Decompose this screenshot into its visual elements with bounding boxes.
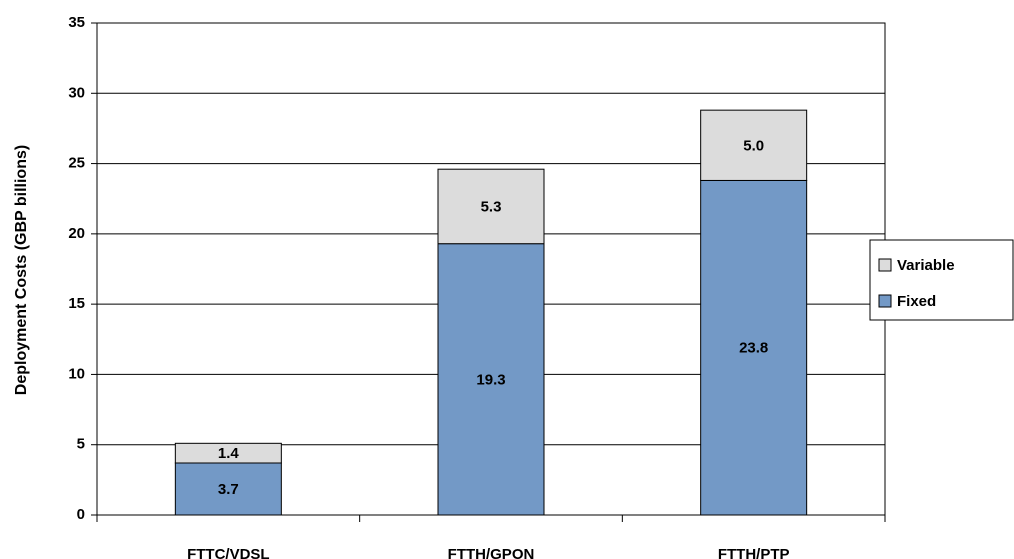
data-label: 5.3 — [481, 198, 502, 215]
legend-swatch — [878, 258, 892, 272]
x-tick-label: FTTC/VDSL — [187, 546, 270, 559]
bar-segment — [700, 179, 808, 516]
data-label: 1.4 — [218, 445, 240, 462]
legend-label: Variable — [897, 257, 955, 274]
y-tick-label: 20 — [68, 225, 85, 242]
legend-box — [869, 239, 1014, 321]
data-label: 3.7 — [218, 481, 239, 498]
y-axis-label: Deployment Costs (GBP billions) — [13, 145, 30, 395]
data-label: 19.3 — [476, 371, 505, 388]
bar-segment — [174, 442, 282, 464]
y-tick-label: 5 — [77, 436, 85, 453]
y-tick-label: 15 — [68, 295, 85, 312]
y-tick-label: 10 — [68, 365, 85, 382]
data-label: 23.8 — [739, 340, 768, 357]
data-label: 5.0 — [743, 137, 764, 154]
legend-label: Fixed — [897, 293, 936, 310]
y-tick-label: 0 — [77, 506, 85, 523]
bar-segment — [437, 243, 545, 516]
x-tick-label: FTTH/PTP — [718, 546, 790, 559]
bar-segment — [174, 462, 282, 516]
bar-segment — [437, 168, 545, 245]
bar-segment — [700, 109, 808, 181]
x-tick-label: FTTH/GPON — [448, 546, 535, 559]
legend-swatch — [878, 294, 892, 308]
y-tick-label: 35 — [68, 14, 85, 31]
y-tick-label: 25 — [68, 155, 85, 172]
y-tick-label: 30 — [68, 84, 85, 101]
